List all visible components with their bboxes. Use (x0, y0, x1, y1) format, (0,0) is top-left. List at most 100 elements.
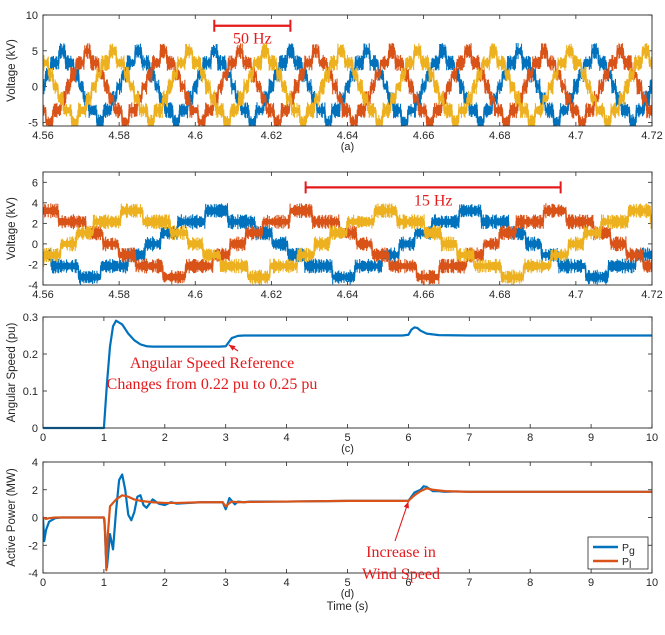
x-tick-label: 5 (344, 577, 350, 589)
x-tick-label: 3 (223, 432, 229, 444)
x-tick-label: 4.72 (641, 289, 662, 301)
legend-box (587, 536, 649, 570)
annotation-label: 50 Hz (233, 31, 272, 48)
x-tick-label: 4.58 (108, 130, 129, 142)
x-tick-label: 4.66 (413, 130, 434, 142)
x-tick-label: 9 (588, 577, 594, 589)
x-tick-label: 4.68 (489, 130, 510, 142)
annotation-line-1: Angular Speed Reference (130, 355, 294, 372)
x-tick-label: 1 (101, 577, 107, 589)
y-tick-label: 0.2 (23, 349, 38, 361)
x-tick-label: 4.56 (32, 130, 53, 142)
series-group (43, 319, 652, 430)
y-tick-label: -2 (28, 540, 38, 552)
y-tick-label: -5 (28, 117, 38, 129)
x-tick-label: 4.68 (489, 289, 510, 301)
x-tick-label: 4.7 (568, 130, 583, 142)
x-tick-label: 7 (466, 432, 472, 444)
annotation-line-2: Wind Speed (362, 566, 440, 583)
plot-frame (42, 461, 653, 574)
annotation-label: 15 Hz (414, 192, 453, 209)
phase-2-line (43, 50, 652, 123)
legend-sub-2: l (629, 559, 631, 571)
x-tick-label: 4.62 (261, 289, 282, 301)
x-tick-label: 4.6 (188, 289, 203, 301)
y-axis-label: Angular Speed (pu) (6, 322, 18, 422)
y-tick-label: 0 (32, 82, 38, 94)
x-tick-label: 4.58 (108, 289, 129, 301)
panel-c: 0 1 2 3 4 5 6 7 8 9 10 0 0.1 0.2 0.3 Angular Speed (pu)… (6, 312, 658, 455)
y-axis-label: Voltage (kV) (6, 197, 18, 260)
panel-d: 0 1 2 3 4 5 6 7 8 9 10 -4 -2 0 2 4 Active Power (MW) (d)T… (6, 457, 658, 613)
x-tick-label: 4.72 (641, 130, 662, 142)
x-tick-label: 3 (223, 577, 229, 589)
x-tick-label: 8 (527, 577, 533, 589)
y-tick-label: 0.1 (23, 386, 38, 398)
x-tick-label: 6 (405, 577, 411, 589)
y-tick-label: 0 (32, 513, 38, 525)
plot-frame (42, 171, 653, 286)
annotation-arrowhead (403, 501, 409, 509)
x-tick-label: 10 (646, 577, 658, 589)
x-tick-label: 10 (646, 432, 658, 444)
x-tick-label: 0 (40, 577, 46, 589)
y-tick-label: 6 (32, 177, 38, 189)
y-tick-label: 2 (32, 218, 38, 230)
plot-frame (42, 14, 653, 127)
x-tick-label: 4.64 (337, 130, 358, 142)
legend-sub-1: g (629, 545, 635, 557)
phase-1-line (43, 50, 652, 123)
y-tick-label: -4 (28, 568, 38, 580)
phase-3-line (43, 209, 652, 278)
y-tick-label: 0.3 (23, 312, 38, 324)
series-group (43, 473, 652, 572)
x-tick-label: 4.6 (188, 130, 203, 142)
annotation-line-2: Changes from 0.22 pu to 0.25 pu (107, 376, 318, 393)
legend-label-1: P (622, 542, 629, 554)
y-tick-label: 10 (26, 10, 38, 22)
panel-b: 4.56 4.58 4.6 4.62 4.64 4.66 4.68 4.7 4.72 -4 -2 0 2… (6, 171, 663, 301)
y-tick-label: 0 (32, 423, 38, 435)
x-tick-label: 2 (162, 577, 168, 589)
x-axis-label: Time (s) (327, 601, 369, 613)
phase-3-line (43, 50, 652, 123)
x-tick-label: 4.64 (337, 289, 358, 301)
phase-2-line (43, 209, 652, 278)
series-Pl (43, 487, 652, 572)
x-tick-label: 9 (588, 432, 594, 444)
x-tick-label: 4 (284, 432, 290, 444)
y-tick-label: 4 (32, 198, 38, 210)
x-tick-label: 5 (344, 432, 350, 444)
y-tick-label: 5 (32, 46, 38, 58)
x-tick-label: 8 (527, 432, 533, 444)
panel-a: 4.56 4.58 4.6 4.62 4.64 4.66 4.68 4.7 4.72 -5 0 5 10… (6, 10, 663, 153)
x-tick-label: 1 (101, 432, 107, 444)
legend-label-2: P (622, 556, 629, 568)
y-tick-label: 4 (32, 457, 38, 469)
x-tick-label: 7 (466, 577, 472, 589)
x-tick-label: 4 (284, 577, 290, 589)
series-group (43, 203, 652, 285)
x-tick-label: 2 (162, 432, 168, 444)
y-tick-label: -2 (28, 259, 38, 271)
panel-caption: (d) (341, 588, 354, 600)
x-tick-label: 4.7 (568, 289, 583, 301)
series-line-1 (43, 319, 652, 430)
annotation-arrowhead (228, 344, 236, 351)
series-group (43, 43, 652, 126)
series-Pg (43, 473, 652, 569)
plot-frame (42, 316, 653, 429)
y-axis-label: Active Power (MW) (6, 468, 18, 567)
x-tick-label: 4.56 (32, 289, 53, 301)
y-tick-label: 2 (32, 485, 38, 497)
x-tick-label: 4.62 (261, 130, 282, 142)
annotation-line-1: Increase in (366, 544, 436, 561)
x-tick-label: 6 (405, 432, 411, 444)
y-axis-label: Voltage (kV) (6, 39, 18, 102)
panel-caption: (c) (341, 443, 354, 455)
x-tick-label: 4.66 (413, 289, 434, 301)
y-tick-label: -4 (28, 280, 38, 292)
x-tick-label: 0 (40, 432, 46, 444)
